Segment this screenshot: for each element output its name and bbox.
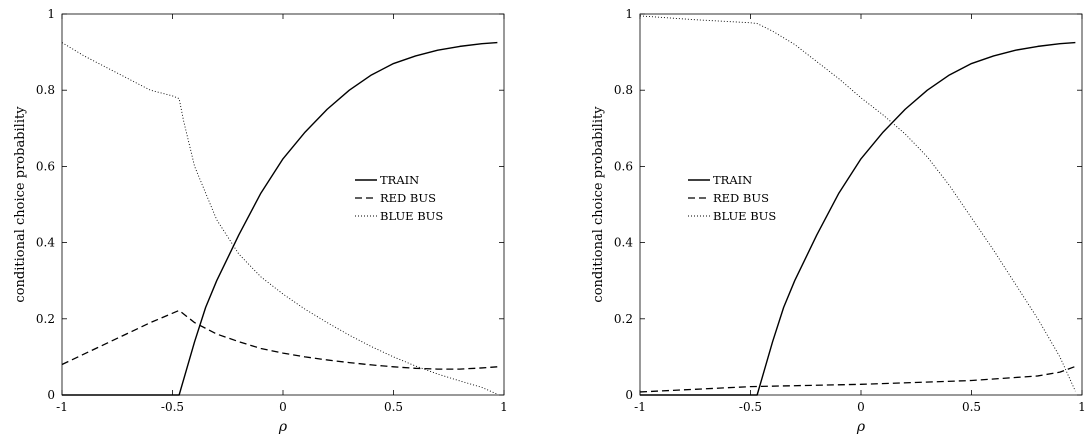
y-tick-label: 0.2 (614, 312, 633, 326)
y-tick-label: 0.8 (36, 83, 55, 97)
series-line-blue-bus (61, 42, 498, 395)
series-line-blue-bus (639, 15, 1076, 392)
plot-frame (61, 13, 505, 396)
series-line-red-bus (639, 365, 1076, 393)
legend: TRAIN RED BUS BLUE BUS (355, 173, 443, 223)
x-tick-label: 1 (500, 400, 508, 414)
y-tick-label: 0 (625, 388, 633, 402)
x-tick-label: -1 (56, 400, 68, 414)
y-tick-label: 0.4 (614, 236, 633, 250)
legend-label-train: TRAIN (713, 173, 752, 187)
y-tick-label: 0.8 (614, 83, 633, 97)
series-line-train (62, 41, 498, 396)
y-axis-label: conditional choice probability (591, 106, 606, 303)
y-axis-label: conditional choice probability (13, 106, 28, 303)
y-tick-label: 0.2 (36, 312, 55, 326)
x-tick-label: 0.5 (962, 400, 981, 414)
x-tick-label: 0 (857, 400, 865, 414)
plot-frame (639, 13, 1083, 396)
y-tick-label: 0.6 (614, 159, 633, 173)
legend-label-train: TRAIN (380, 173, 419, 187)
y-tick-label: 0 (47, 388, 55, 402)
x-tick-label: 0.5 (384, 400, 403, 414)
x-tick-label: 1 (1078, 400, 1086, 414)
y-tick-label: 1 (625, 7, 633, 21)
y-tick-label: 1 (47, 7, 55, 21)
x-axis-label: ρ (278, 419, 288, 435)
chart-panel-1: -1 -0.5 0 0.5 1 0 0.2 0.4 0.6 0.8 1 ρ conditional ch… (13, 7, 508, 435)
x-tick-label: -0.5 (161, 400, 184, 414)
y-tick-label: 0.4 (36, 236, 55, 250)
x-tick-label: -1 (634, 400, 646, 414)
legend-label-blue-bus: BLUE BUS (380, 209, 443, 223)
series-line-red-bus (61, 309, 498, 370)
x-axis-label: ρ (856, 419, 866, 435)
y-tick-label: 0.6 (36, 159, 55, 173)
x-tick-label: 0 (279, 400, 287, 414)
series-line-train (640, 41, 1076, 396)
legend-label-red-bus: RED BUS (713, 191, 769, 205)
legend-label-red-bus: RED BUS (380, 191, 436, 205)
legend: TRAIN RED BUS BLUE BUS (688, 173, 776, 223)
legend-label-blue-bus: BLUE BUS (713, 209, 776, 223)
x-tick-label: -0.5 (739, 400, 762, 414)
chart-panel-2: -1 -0.5 0 0.5 1 0 0.2 0.4 0.6 0.8 1 ρ conditional ch… (591, 7, 1086, 435)
